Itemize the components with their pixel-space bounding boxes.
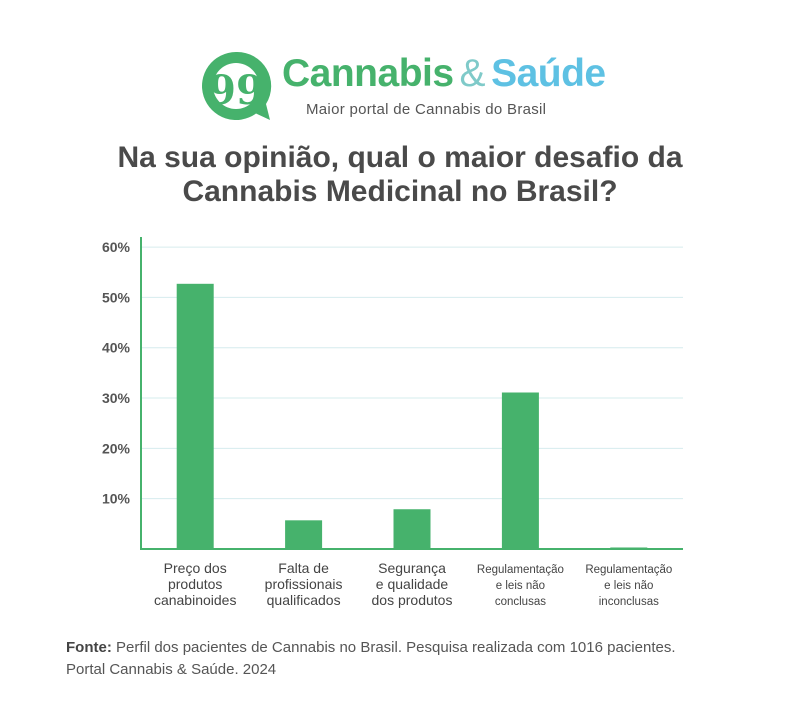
brand-name-part2: Saúde <box>491 52 606 95</box>
brand-name: Cannabis & Saúde <box>282 52 606 96</box>
bar <box>393 509 431 549</box>
x-category-label: Segurança e qualidade dos produtos <box>372 560 453 608</box>
footer-line1: Fonte: Perfil dos pacientes de Cannabis … <box>66 637 766 659</box>
y-tick-label: 50% <box>102 289 131 305</box>
brand-name-amp: & <box>459 52 486 95</box>
source-label: Fonte: <box>66 639 112 656</box>
chart-title-line2: Cannabis Medicinal no Brasil? <box>182 175 618 208</box>
y-tick-label: 40% <box>102 340 131 356</box>
bar <box>176 283 214 549</box>
brand-logo: 99 Cannabis & Saúde Maior portal de Cannab… <box>198 48 618 126</box>
x-category-label: Regulamentação e leis não conclusas <box>477 564 564 608</box>
footer-line2: Portal Cannabis & Saúde. 2024 <box>66 661 277 678</box>
chart-title-line1: Na sua opinião, qual o maior desafio da <box>117 141 683 174</box>
speech-bubble-logo-icon: 99 <box>202 51 272 121</box>
y-tick-label: 60% <box>102 239 131 255</box>
logo-glyph: 99 <box>208 67 264 114</box>
footer: Fonte: Perfil dos pacientes de Cannabis … <box>66 637 766 681</box>
source-text: Perfil dos pacientes de Cannabis no Bras… <box>116 639 676 656</box>
x-category-label: Regulamentação e leis não inconclusas <box>585 564 672 608</box>
brand-tagline: Maior portal de Cannabis do Brasil <box>306 101 547 118</box>
y-tick-label: 30% <box>102 390 131 406</box>
chart-title: Na sua opinião, qual o maior desafio da … <box>40 141 760 209</box>
bar <box>501 392 539 549</box>
x-category-label: Falta de profissionais qualificados <box>265 560 343 608</box>
bar-chart: 10% 20% 30% 40% 50% 60% Preço dos produtos canab… <box>102 237 683 608</box>
brand-name-part1: Cannabis <box>282 52 454 95</box>
bar <box>285 520 323 549</box>
y-tick-label: 10% <box>102 491 131 507</box>
y-tick-label: 20% <box>102 440 131 456</box>
x-category-label: Preço dos produtos canabinoides <box>154 560 237 608</box>
